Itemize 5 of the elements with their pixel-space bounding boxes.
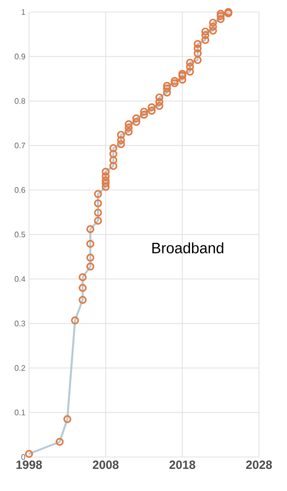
x-tick-label: 1998 [16, 460, 42, 469]
x-tick-label: 2018 [169, 460, 196, 469]
x-tick-label: 2028 [246, 460, 272, 469]
annotation: Broadband [152, 242, 224, 254]
x-tick-label: 2008 [92, 460, 119, 469]
